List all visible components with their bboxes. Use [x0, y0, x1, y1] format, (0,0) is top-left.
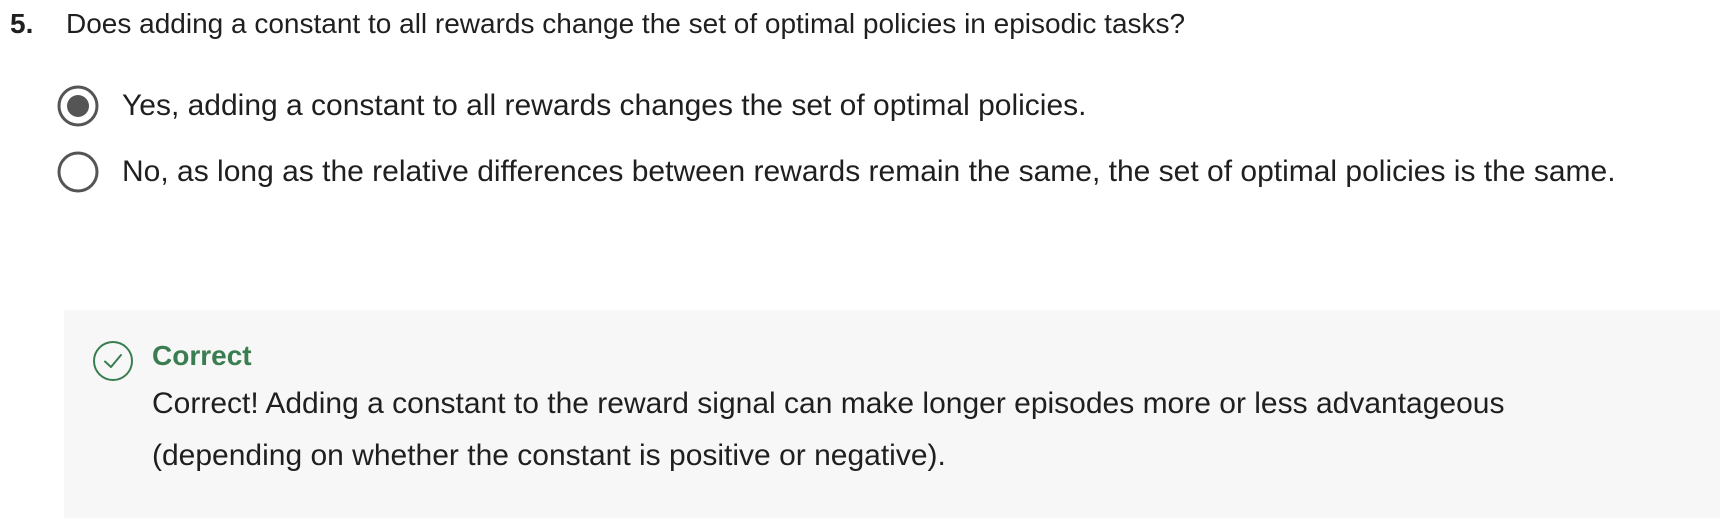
radio-selected-icon[interactable]	[56, 84, 100, 128]
radio-unselected-icon[interactable]	[56, 150, 100, 194]
option-no[interactable]: No, as long as the relative differences …	[56, 146, 1696, 198]
check-circle-icon	[92, 340, 134, 382]
option-label-no: No, as long as the relative differences …	[122, 155, 1616, 188]
feedback-panel: Correct Correct! Adding a constant to th…	[64, 310, 1720, 518]
option-yes[interactable]: Yes, adding a constant to all rewards ch…	[56, 80, 1696, 132]
question-header: 5. Does adding a constant to all rewards…	[10, 4, 1710, 44]
question-text: Does adding a constant to all rewards ch…	[66, 8, 1186, 39]
answer-options: Yes, adding a constant to all rewards ch…	[56, 80, 1696, 212]
option-label-yes: Yes, adding a constant to all rewards ch…	[122, 89, 1087, 122]
feedback-status: Correct	[152, 340, 252, 371]
question-number: 5.	[10, 8, 34, 39]
question-block: 5. Does adding a constant to all rewards…	[10, 4, 1710, 44]
feedback-text: Correct! Adding a constant to the reward…	[152, 387, 1505, 472]
